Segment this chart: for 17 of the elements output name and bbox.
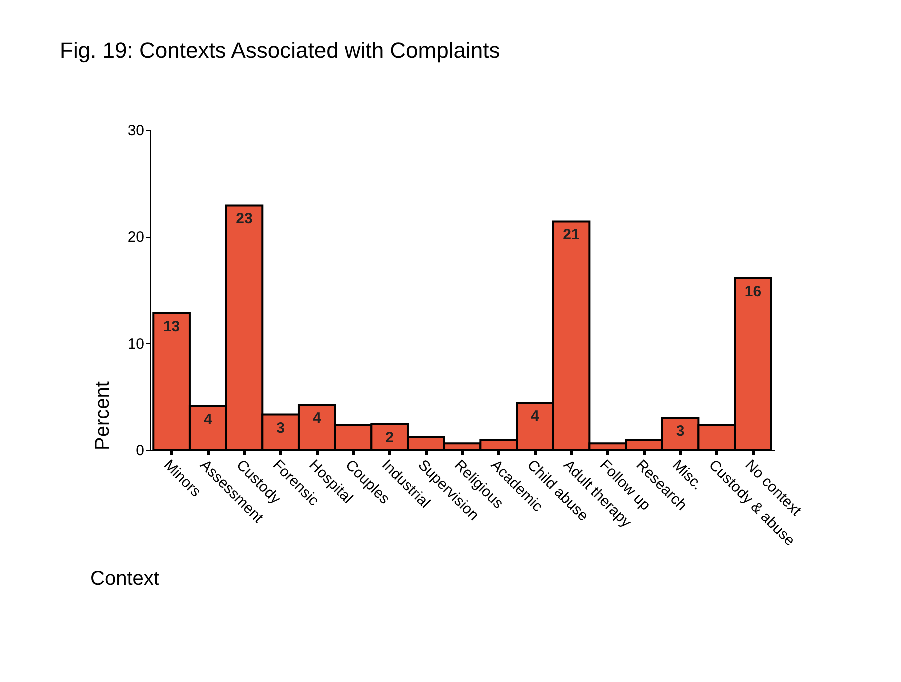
data-label: 13	[163, 318, 180, 336]
data-label: 2	[386, 429, 394, 446]
data-label: 23	[236, 210, 253, 228]
y-axis-title: Percent	[92, 381, 114, 450]
data-label: 3	[276, 420, 285, 437]
y-tick-label: 30	[128, 122, 144, 140]
y-tick-label: 10	[128, 336, 144, 353]
data-label: 21	[563, 226, 580, 244]
data-label: 4	[531, 408, 540, 426]
data-label: 3	[676, 423, 685, 440]
data-label: 4	[312, 410, 322, 428]
data-label: 4	[204, 411, 213, 428]
data-label: 16	[744, 283, 762, 300]
y-tick-label: 0	[136, 442, 144, 460]
y-tick-label: 20	[128, 229, 144, 246]
chart-title: Fig. 19: Contexts Associated with Complaints	[60, 38, 500, 63]
x-axis-title: Context	[90, 568, 160, 590]
